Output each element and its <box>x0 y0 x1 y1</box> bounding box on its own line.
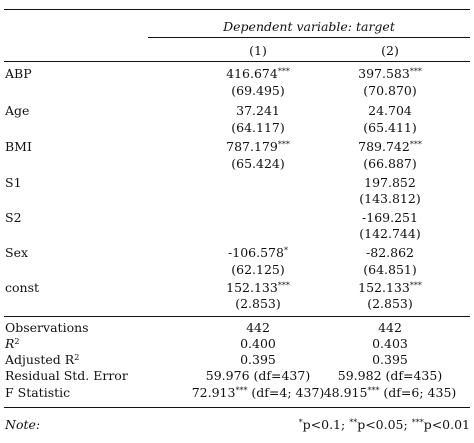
coef-2: 197.852 <box>364 175 416 190</box>
se-1: (69.495) <box>231 83 285 98</box>
f-stat-2: 48.915*** (df=6; 435) <box>323 385 457 400</box>
r2-1: 0.400 <box>240 336 276 351</box>
coef-1: 416.674*** <box>226 66 290 81</box>
se-2: (2.853) <box>367 296 413 311</box>
coef-2: -82.862 <box>366 245 414 260</box>
coef-2: -169.251 <box>362 210 418 225</box>
se-2: (70.870) <box>363 83 417 98</box>
f-stat-1: 72.913*** (df=4; 437) <box>191 385 325 400</box>
column-2-header: (2) <box>381 43 399 58</box>
observations-2: 442 <box>378 320 402 335</box>
coef-1: 37.241 <box>236 103 280 118</box>
row-label: Sex <box>5 245 29 260</box>
column-1-header: (1) <box>249 43 267 58</box>
f-stat-label: F Statistic <box>5 385 71 400</box>
header-underline <box>148 37 470 38</box>
adjusted-r2-1: 0.395 <box>240 352 276 367</box>
row-label: S2 <box>5 210 22 225</box>
rse-label: Residual Std. Error <box>5 368 128 383</box>
coef-2: 152.133*** <box>358 280 422 295</box>
se-2: (64.851) <box>363 262 417 277</box>
observations-1: 442 <box>246 320 270 335</box>
coef-2: 24.704 <box>368 103 412 118</box>
note-label: Note: <box>5 417 41 432</box>
se-1: (64.117) <box>231 120 285 135</box>
r2-label: R2 <box>5 336 20 351</box>
adjusted-r2-2: 0.395 <box>372 352 408 367</box>
coef-2: 397.583*** <box>358 66 422 81</box>
r2-2: 0.403 <box>372 336 408 351</box>
header-rule <box>4 61 470 62</box>
top-rule <box>4 9 470 11</box>
rse-1: 59.976 (df=437) <box>205 368 311 383</box>
row-label: Age <box>5 103 30 118</box>
row-label: ABP <box>5 66 32 81</box>
se-1: (2.853) <box>235 296 281 311</box>
row-label: const <box>5 280 40 295</box>
coef-2: 789.742*** <box>358 139 422 154</box>
adjusted-r2-label: Adjusted R2 <box>5 352 80 367</box>
coef-1: 152.133*** <box>226 280 290 295</box>
se-2: (66.887) <box>363 156 417 171</box>
row-label: S1 <box>5 175 22 190</box>
coef-1: -106.578* <box>228 245 288 260</box>
coef-stats-rule <box>4 316 470 317</box>
observations-label: Observations <box>5 320 89 335</box>
bottom-rule <box>4 407 470 409</box>
se-1: (62.125) <box>231 262 285 277</box>
rse-2: 59.982 (df=435) <box>337 368 443 383</box>
coef-1: 787.179*** <box>226 139 290 154</box>
row-label: BMI <box>5 139 32 154</box>
significance-note: *p<0.1; **p<0.05; ***p<0.01 <box>298 417 470 432</box>
se-2: (65.411) <box>363 120 417 135</box>
se-1: (65.424) <box>231 156 285 171</box>
dependent-variable-header: Dependent variable: target <box>223 19 395 34</box>
se-2: (142.744) <box>359 226 421 241</box>
se-2: (143.812) <box>359 191 421 206</box>
